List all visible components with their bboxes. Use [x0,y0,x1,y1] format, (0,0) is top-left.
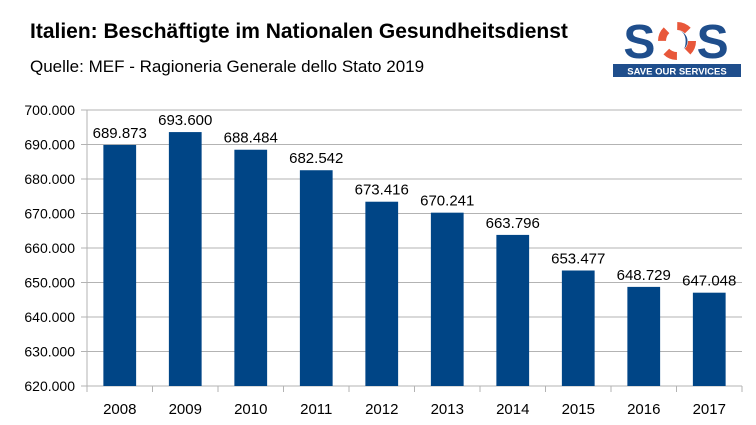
y-tick-label: 620.000 [24,378,75,394]
data-label: 653.477 [551,251,605,268]
bar [365,201,399,386]
bar [299,170,333,386]
logo-tagline: SAVE OUR SERVICES [627,67,726,78]
x-tick-label: 2017 [693,401,726,418]
x-tick-label: 2014 [496,401,529,418]
lifebuoy-icon [657,21,697,61]
bar [561,270,595,386]
data-label: 693.600 [158,112,212,129]
y-tick-label: 680.000 [24,171,75,187]
y-tick-label: 640.000 [24,309,75,325]
sos-logo: SOS SAVE OUR SERVICES [613,16,741,78]
bar [627,286,661,386]
bar [103,144,137,386]
x-tick-label: 2010 [234,401,267,418]
y-tick-label: 690.000 [24,137,75,153]
data-label: 663.796 [486,215,540,232]
bar [496,234,530,386]
x-tick-label: 2016 [627,401,660,418]
y-tick-label: 650.000 [24,275,75,291]
bar [430,212,464,386]
y-tick-label: 700.000 [24,102,75,118]
bar [692,292,726,386]
y-tick-label: 670.000 [24,206,75,222]
chart-title: Italien: Beschäftigte im Nationalen Gesu… [30,20,568,43]
x-tick-label: 2008 [103,401,136,418]
bar [234,149,268,386]
y-tick-label: 660.000 [24,240,75,256]
data-label: 688.484 [224,130,278,147]
bar [168,132,202,386]
chart-subtitle: Quelle: MEF - Ragioneria Generale dello … [30,57,425,76]
data-label: 673.416 [355,182,409,199]
x-tick-label: 2013 [431,401,464,418]
y-tick-label: 630.000 [24,344,75,360]
data-label: 670.241 [420,193,474,210]
data-label: 648.729 [617,267,671,284]
data-label: 689.873 [93,125,147,142]
x-tick-label: 2009 [169,401,202,418]
x-tick-label: 2011 [300,401,332,418]
data-label: 647.048 [682,273,736,290]
data-label: 682.542 [289,150,343,167]
x-tick-label: 2012 [365,401,398,418]
x-tick-label: 2015 [562,401,595,418]
